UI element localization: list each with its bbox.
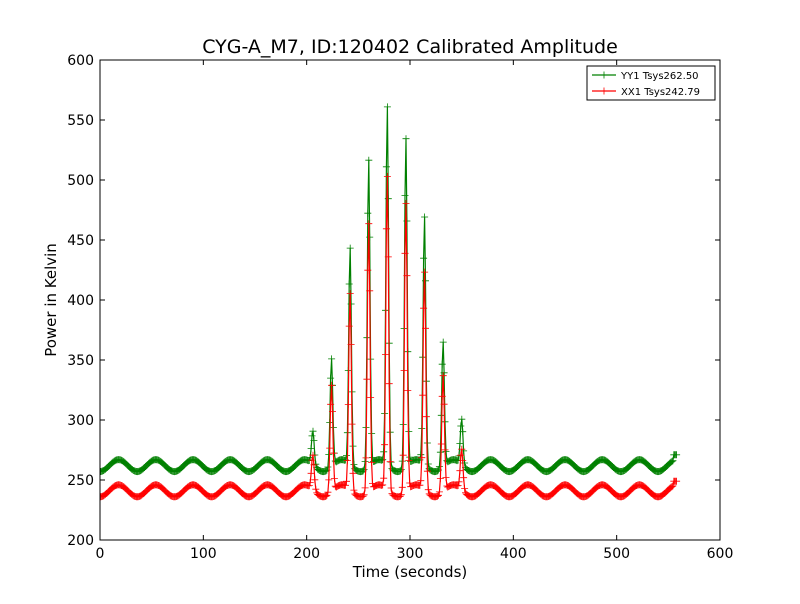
legend-marker bbox=[600, 71, 608, 79]
y-tick-label: 600 bbox=[67, 53, 94, 69]
series-markers-0 bbox=[100, 103, 681, 476]
y-tick-label: 350 bbox=[67, 353, 94, 369]
x-tick-label: 0 bbox=[96, 546, 105, 562]
y-axis-label: Power in Kelvin bbox=[42, 243, 60, 357]
x-tick-label: 100 bbox=[190, 546, 217, 562]
y-tick-label: 250 bbox=[67, 473, 94, 489]
plot-area bbox=[99, 59, 721, 541]
y-tick-label: 400 bbox=[67, 293, 94, 309]
legend-entry: YY1 Tsys262.50 bbox=[620, 71, 699, 82]
x-tick-label: 500 bbox=[603, 546, 630, 562]
series-markers-1 bbox=[100, 172, 681, 501]
x-tick-label: 300 bbox=[397, 546, 424, 562]
y-tick-label: 200 bbox=[67, 533, 94, 549]
y-tick-label: 500 bbox=[67, 173, 94, 189]
series-1 bbox=[100, 172, 681, 501]
chart-title: CYG-A_M7, ID:120402 Calibrated Amplitude bbox=[202, 36, 618, 58]
legend-entry: XX1 Tsys242.79 bbox=[621, 87, 700, 98]
series-line-1 bbox=[100, 176, 677, 498]
y-tick-label: 550 bbox=[67, 113, 94, 129]
x-axis: 0 100 200 300 400 500 600 bbox=[96, 60, 734, 562]
x-tick-label: 400 bbox=[500, 546, 527, 562]
legend-box bbox=[586, 65, 716, 101]
x-axis-label: Time (seconds) bbox=[352, 563, 468, 581]
y-axis: 200 250 300 350 400 450 500 550 600 bbox=[67, 53, 720, 549]
legend: YY1 Tsys262.50 XX1 Tsys242.79 bbox=[586, 65, 716, 101]
legend-marker bbox=[600, 87, 608, 95]
y-tick-label: 450 bbox=[67, 233, 94, 249]
x-tick-label: 200 bbox=[293, 546, 320, 562]
x-tick-label: 600 bbox=[707, 546, 734, 562]
y-tick-label: 300 bbox=[67, 413, 94, 429]
series-0 bbox=[100, 103, 681, 476]
